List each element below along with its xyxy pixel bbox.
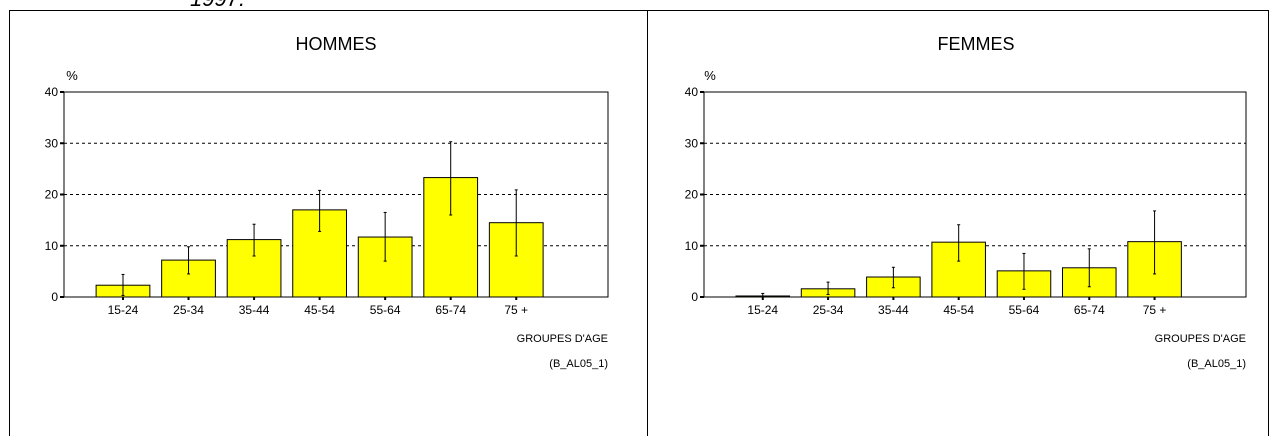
chart-panel-hommes: HOMMES % GROUPES D'AGE (B_AL05_1) 0 10 20 3… — [45, 34, 609, 370]
y-axis-label: % — [66, 68, 78, 83]
x-tick-label: 15-24 — [108, 303, 139, 317]
x-tick-label: 25-34 — [813, 303, 844, 317]
x-tick-label: 25-34 — [173, 303, 204, 317]
chart-title: HOMMES — [296, 34, 377, 54]
x-tick-label: 75 + — [504, 303, 528, 317]
figure-frame — [9, 10, 1269, 436]
x-axis-label: GROUPES D'AGE — [517, 333, 608, 345]
x-tick-label: 55-64 — [1009, 303, 1040, 317]
source-code-label: (B_AL05_1) — [1187, 358, 1246, 370]
y-tick-label: 20 — [45, 188, 59, 202]
chart-panel-femmes: FEMMES % GROUPES D'AGE (B_AL05_1) 0 10 20 3… — [685, 34, 1247, 370]
x-tick-label: 55-64 — [370, 303, 401, 317]
x-tick-label: 45-54 — [943, 303, 974, 317]
x-tick-label: 15-24 — [747, 303, 778, 317]
y-tick-label: 0 — [51, 290, 58, 304]
chart-title: FEMMES — [937, 34, 1014, 54]
top-caption: 1997. — [190, 0, 245, 12]
y-tick-label: 40 — [45, 85, 59, 99]
source-code-label: (B_AL05_1) — [549, 358, 608, 370]
y-tick-label: 10 — [45, 239, 59, 253]
y-tick-label: 30 — [45, 136, 59, 150]
y-tick-label: 10 — [685, 239, 699, 253]
x-tick-label: 35-44 — [878, 303, 909, 317]
x-axis-label: GROUPES D'AGE — [1155, 333, 1246, 345]
x-tick-label: 35-44 — [239, 303, 270, 317]
x-tick-label: 65-74 — [1074, 303, 1105, 317]
x-tick-label: 75 + — [1143, 303, 1167, 317]
y-tick-label: 30 — [685, 136, 699, 150]
x-tick-label: 45-54 — [304, 303, 335, 317]
y-tick-label: 40 — [685, 85, 699, 99]
y-tick-label: 0 — [691, 290, 698, 304]
y-axis-label: % — [704, 68, 716, 83]
x-tick-label: 65-74 — [435, 303, 466, 317]
y-tick-label: 20 — [685, 188, 699, 202]
panel-divider — [647, 10, 648, 436]
